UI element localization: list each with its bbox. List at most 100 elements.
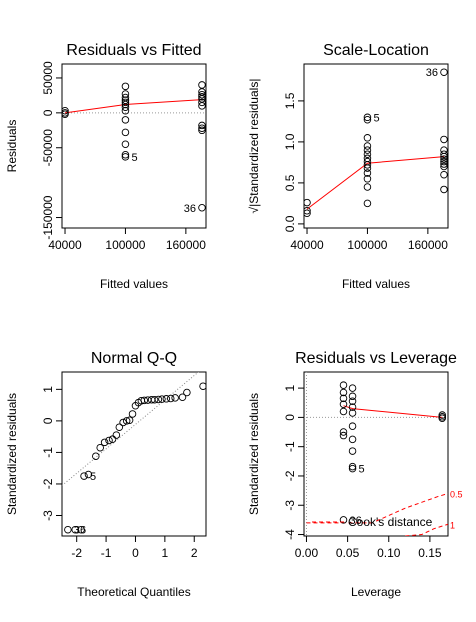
data-point <box>162 395 171 403</box>
plot-title: Residuals vs Leverage <box>295 350 457 367</box>
cooks-distance-contour <box>405 523 448 536</box>
data-point <box>440 135 448 144</box>
y-axis-label: √|Standardized residuals| <box>247 79 261 214</box>
data-point <box>166 394 175 403</box>
data-point <box>121 107 130 115</box>
data-point <box>339 431 348 440</box>
data-point <box>363 146 372 154</box>
data-point <box>440 170 448 179</box>
data-point <box>84 470 93 479</box>
data-point <box>440 155 448 163</box>
data-point <box>363 161 372 169</box>
data-point <box>348 397 357 406</box>
data-point <box>198 126 206 135</box>
data-point <box>363 142 372 150</box>
cooks-distance-contour <box>306 493 448 524</box>
data-point <box>363 150 372 158</box>
data-point <box>339 407 348 416</box>
x-tick-label: 160000 <box>166 238 206 252</box>
data-point <box>339 388 348 397</box>
data-point <box>339 516 348 524</box>
data-point <box>348 392 357 401</box>
data-point <box>440 157 448 166</box>
data-point <box>304 207 311 215</box>
data-point <box>339 394 348 403</box>
data-point <box>121 153 130 161</box>
data-point <box>198 81 206 89</box>
panel-4: Residuals vs Leverage 0.00 0.05 0.10 0.15 -4 -… <box>247 350 463 599</box>
data-point <box>363 175 372 183</box>
data-point <box>198 102 206 110</box>
y-tick-label: -1 <box>41 447 55 458</box>
data-point <box>121 150 130 159</box>
y-axis-label: Standardized residuals <box>5 393 19 515</box>
data-point <box>363 169 372 177</box>
panel-3: Normal Q-Q -2 -1 0 1 2 -3 -2 -1 0 1 Theoretical Qua… <box>5 350 207 599</box>
data-point <box>348 447 357 455</box>
plot-title: Scale-Location <box>323 42 429 59</box>
data-point <box>105 436 113 445</box>
x-tick-label: 0.05 <box>336 546 360 560</box>
x-axis-label: Fitted values <box>100 277 168 291</box>
x-tick-label: 0.15 <box>418 546 442 560</box>
smoother-line <box>306 156 445 210</box>
point-label: 36 <box>349 515 361 527</box>
data-point <box>363 134 372 142</box>
plot-frame <box>61 371 207 537</box>
data-point <box>125 416 134 425</box>
point-label: 5 <box>131 152 137 164</box>
panel-2: Scale-Location 40000 100000 160000 0.0 0.5 1.0… <box>247 42 449 291</box>
data-point <box>363 164 372 172</box>
point-label: 5 <box>90 471 96 483</box>
data-point <box>121 103 130 112</box>
data-point <box>150 396 159 404</box>
data-point <box>440 162 448 171</box>
data-point <box>440 185 448 194</box>
data-point <box>440 152 448 161</box>
data-point <box>198 124 206 132</box>
data-point <box>339 428 348 436</box>
y-tick-label: -50000 <box>41 129 55 167</box>
data-point <box>198 204 206 212</box>
data-point <box>62 107 69 115</box>
data-point <box>304 209 311 217</box>
data-layer <box>304 68 448 217</box>
smoother-line <box>64 99 203 114</box>
data-point <box>198 121 206 130</box>
data-layer <box>62 372 206 534</box>
data-point <box>304 198 311 207</box>
y-tick-label: -1 <box>283 441 297 452</box>
data-point <box>122 417 131 425</box>
point-label: 36 <box>74 525 86 537</box>
cooks-level-label: 0.5 <box>450 490 463 500</box>
x-axis-label: Theoretical Quantiles <box>77 585 190 599</box>
data-point <box>80 472 88 480</box>
data-point <box>96 443 104 452</box>
y-tick-label: 0 <box>41 417 55 424</box>
x-tick-label: 100000 <box>347 238 387 252</box>
x-axis-label: Leverage <box>351 585 401 599</box>
y-tick-label: 1 <box>283 384 297 391</box>
y-tick-label: -2 <box>41 478 55 489</box>
y-tick-label: -3 <box>41 510 55 521</box>
y-tick-label: 1.5 <box>283 92 297 109</box>
data-point <box>128 410 137 418</box>
data-point <box>121 140 130 149</box>
y-tick-label: 1 <box>41 386 55 393</box>
data-point <box>121 128 130 137</box>
data-point <box>440 68 448 76</box>
plot-title: Normal Q-Q <box>91 350 177 367</box>
data-point <box>363 116 372 124</box>
y-axis-label: Residuals <box>5 120 19 173</box>
data-point <box>363 113 372 122</box>
y-tick-label: -3 <box>283 500 297 511</box>
x-tick-label: 2 <box>191 546 198 560</box>
point-label: 36 <box>184 203 196 215</box>
data-point <box>64 525 72 534</box>
data-point <box>178 393 187 401</box>
data-point <box>77 525 85 534</box>
x-tick-label: 0.00 <box>295 546 319 560</box>
y-axis-label: Standardized residuals <box>247 393 261 515</box>
qq-reference-line <box>62 372 200 486</box>
